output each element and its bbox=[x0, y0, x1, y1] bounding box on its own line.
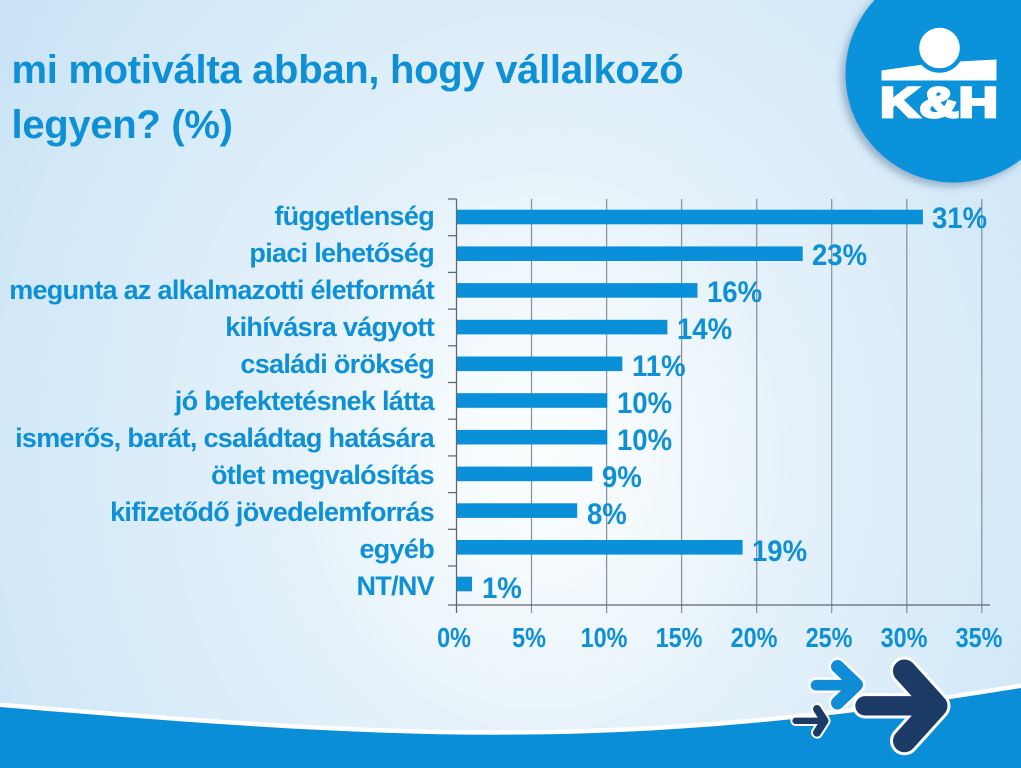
svg-text:K&H: K&H bbox=[880, 80, 998, 127]
